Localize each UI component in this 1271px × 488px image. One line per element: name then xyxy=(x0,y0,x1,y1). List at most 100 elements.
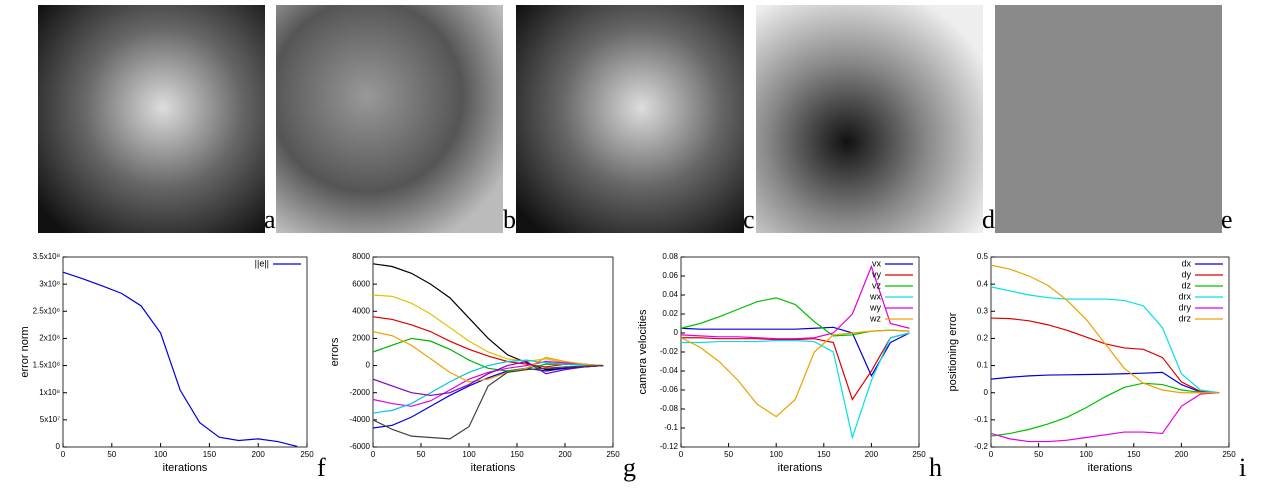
series-line xyxy=(990,392,1220,443)
photo-c xyxy=(516,5,744,233)
series-line xyxy=(680,326,910,378)
legend-label: dz xyxy=(1181,280,1191,290)
blur-b xyxy=(276,5,503,233)
x-tick-label: 150 xyxy=(817,450,831,459)
legend-label: vx xyxy=(872,258,882,268)
y-tick-label: -4000 xyxy=(350,415,371,424)
y-tick-label: -2000 xyxy=(350,388,371,397)
panel-label: i xyxy=(1239,453,1246,482)
y-tick-label: 0 xyxy=(984,388,989,397)
y-axis-label: error norm xyxy=(19,326,31,377)
series-line xyxy=(372,364,604,429)
x-tick-label: 100 xyxy=(770,450,784,459)
y-tick-label: 0.08 xyxy=(662,252,678,261)
x-tick-label: 0 xyxy=(679,450,684,459)
series-line xyxy=(372,360,604,407)
blur-d xyxy=(756,5,983,233)
y-tick-label: 5x10⁷ xyxy=(40,415,60,424)
y-tick-label: -0.08 xyxy=(660,404,679,413)
x-tick-label: 0 xyxy=(61,450,66,459)
y-tick-label: -6000 xyxy=(350,442,371,451)
series-line xyxy=(372,331,604,383)
plot-frame xyxy=(990,256,1230,448)
y-tick-label: 0.3 xyxy=(977,306,989,315)
panel-label: b xyxy=(503,205,516,234)
y-tick-label: 2.5x10⁸ xyxy=(33,306,60,315)
y-tick-label: -0.2 xyxy=(974,442,988,451)
y-tick-label: -0.12 xyxy=(660,442,679,451)
x-tick-label: 50 xyxy=(417,450,426,459)
x-axis-label: iterations xyxy=(163,462,208,474)
x-tick-label: 250 xyxy=(606,450,620,459)
y-tick-label: 0 xyxy=(674,328,679,337)
y-tick-label: -0.1 xyxy=(664,423,678,432)
legend-label: drx xyxy=(1178,291,1191,301)
series-line xyxy=(372,294,604,367)
x-tick-label: 50 xyxy=(107,450,116,459)
legend-label: wy xyxy=(869,302,881,312)
series-line xyxy=(681,332,910,401)
x-tick-label: 50 xyxy=(1034,450,1043,459)
legend-label: vy xyxy=(872,269,882,279)
y-tick-label: 3x10⁸ xyxy=(39,279,60,288)
x-axis-label: iterations xyxy=(471,462,516,474)
series-line xyxy=(990,317,1220,394)
y-axis-label: camera velocities xyxy=(637,309,649,394)
x-tick-label: 0 xyxy=(989,450,994,459)
y-tick-label: 0.5 xyxy=(977,252,989,261)
y-tick-label: 1x10⁸ xyxy=(39,388,60,397)
y-axis-label: positioning error xyxy=(947,312,959,391)
series-line xyxy=(990,286,1220,394)
series-line xyxy=(62,271,298,448)
x-tick-label: 100 xyxy=(1080,450,1094,459)
x-tick-label: 250 xyxy=(300,450,314,459)
y-tick-label: 0.2 xyxy=(977,334,989,343)
series-line xyxy=(372,360,604,397)
panel-label: d xyxy=(982,205,995,234)
panel-label: g xyxy=(623,453,636,482)
series-line xyxy=(990,371,1220,394)
y-tick-label: 0.1 xyxy=(977,361,989,370)
y-tick-label: -0.1 xyxy=(974,415,988,424)
y-tick-label: 2000 xyxy=(352,334,370,343)
x-tick-label: 200 xyxy=(252,450,266,459)
x-tick-label: 100 xyxy=(154,450,168,459)
y-tick-label: 0.06 xyxy=(662,271,678,280)
y-axis-label: errors xyxy=(329,337,341,366)
plot-frame xyxy=(62,256,308,448)
series-line xyxy=(990,264,1220,394)
series-line xyxy=(990,382,1220,437)
x-tick-label: 0 xyxy=(371,450,376,459)
x-tick-label: 50 xyxy=(724,450,733,459)
diff-e xyxy=(995,5,1222,233)
x-tick-label: 150 xyxy=(1127,450,1141,459)
legend-label: dry xyxy=(1178,302,1191,312)
legend-label: wx xyxy=(869,291,881,301)
series-line xyxy=(372,316,604,368)
panel-label: e xyxy=(1221,205,1233,234)
x-tick-label: 200 xyxy=(558,450,572,459)
x-tick-label: 100 xyxy=(462,450,476,459)
x-axis-label: iterations xyxy=(1088,462,1133,474)
y-tick-label: 0.02 xyxy=(662,309,678,318)
y-tick-label: 8000 xyxy=(352,252,370,261)
series-line xyxy=(372,364,604,440)
series-line xyxy=(372,263,604,371)
panel-label: h xyxy=(929,453,942,482)
plot-frame xyxy=(680,256,920,448)
x-tick-label: 150 xyxy=(203,450,217,459)
series-line xyxy=(372,359,604,414)
series-line xyxy=(680,264,910,340)
y-tick-label: 0 xyxy=(366,361,371,370)
legend-label: dy xyxy=(1181,269,1191,279)
legend-label: wz xyxy=(869,313,881,323)
panel-label: c xyxy=(743,205,755,234)
x-tick-label: 200 xyxy=(865,450,879,459)
legend-label: ||e|| xyxy=(255,258,269,268)
y-tick-label: 2x10⁸ xyxy=(39,334,60,343)
y-tick-label: 0.4 xyxy=(977,279,989,288)
y-tick-label: 3.5x10⁸ xyxy=(33,252,60,261)
x-tick-label: 250 xyxy=(912,450,926,459)
